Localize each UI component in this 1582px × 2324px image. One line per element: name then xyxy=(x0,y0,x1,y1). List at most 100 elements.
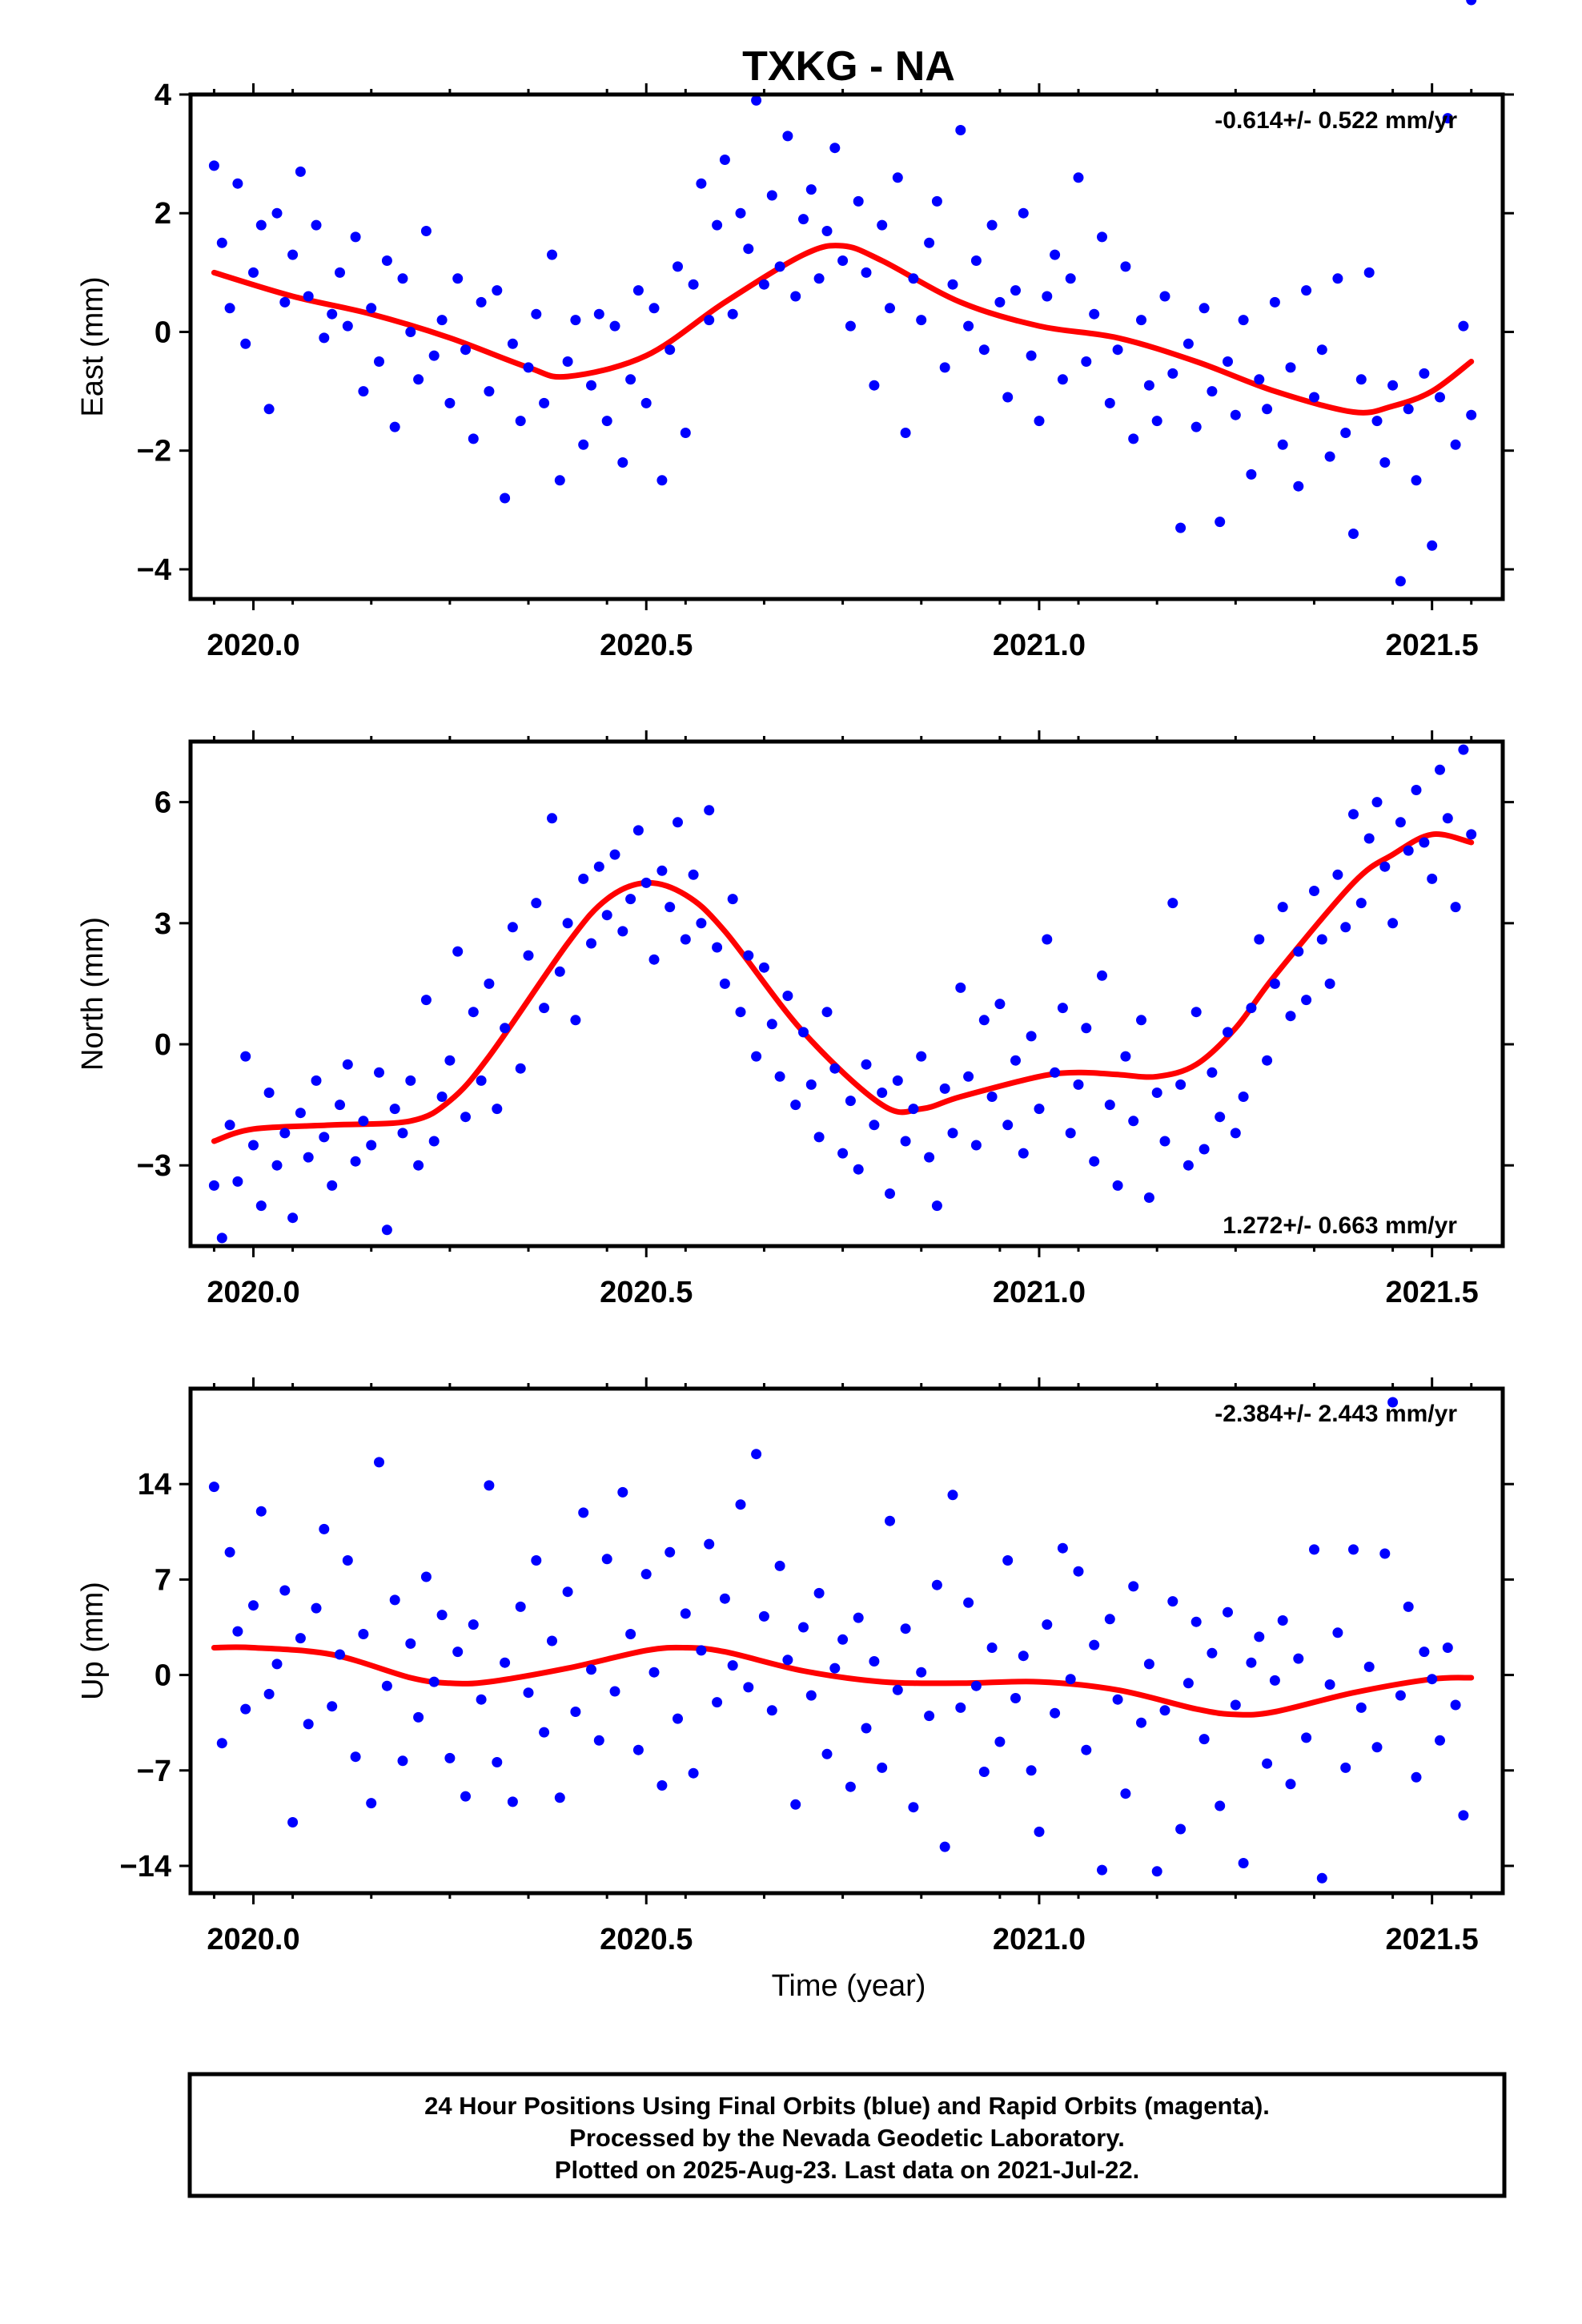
up-data-point xyxy=(405,1638,416,1649)
up-data-point xyxy=(1207,1647,1218,1659)
north-data-point xyxy=(774,1071,785,1082)
north-rate-label: 1.272+/- 0.663 mm/yr xyxy=(1223,1212,1457,1239)
east-x-tick-label: 2021.5 xyxy=(1386,629,1479,662)
east-data-point xyxy=(389,421,400,432)
east-data-point xyxy=(1395,576,1406,587)
north-data-point xyxy=(248,1140,259,1151)
up-data-point xyxy=(1355,1702,1367,1713)
east-data-point xyxy=(1348,529,1359,539)
north-plot-frame xyxy=(188,739,1505,1248)
up-data-point xyxy=(1419,1647,1430,1658)
up-data-point xyxy=(255,1506,267,1517)
east-data-point xyxy=(1128,433,1139,444)
up-y-tick-label: 7 xyxy=(155,1563,171,1597)
up-data-point xyxy=(1466,0,1477,6)
east-data-point xyxy=(578,439,589,450)
up-data-point xyxy=(625,1629,636,1639)
north-data-point xyxy=(374,1067,384,1078)
north-data-point xyxy=(640,877,652,888)
east-data-point xyxy=(255,219,267,231)
east-data-point xyxy=(1254,374,1265,385)
east-data-point xyxy=(955,125,966,135)
east-data-point xyxy=(1411,475,1422,486)
up-data-point xyxy=(1285,1779,1296,1790)
north-data-point xyxy=(978,1015,990,1026)
north-data-point xyxy=(601,910,612,921)
north-data-point xyxy=(688,869,699,880)
east-data-point xyxy=(1246,468,1257,480)
up-data-point xyxy=(798,1622,809,1633)
up-data-point xyxy=(861,1723,872,1734)
north-data-point xyxy=(1435,764,1445,775)
east-data-point xyxy=(1182,338,1194,349)
up-data-point xyxy=(1128,1581,1139,1592)
east-data-point xyxy=(335,267,345,278)
north-data-point xyxy=(1301,995,1312,1006)
east-data-point xyxy=(978,344,990,356)
north-data-point xyxy=(1182,1160,1194,1171)
up-data-point xyxy=(208,1482,219,1493)
east-data-point xyxy=(1355,374,1367,385)
east-data-point xyxy=(617,457,628,468)
up-data-point xyxy=(696,1645,707,1656)
east-data-point xyxy=(405,327,416,337)
north-data-point xyxy=(1136,1015,1146,1026)
up-data-point xyxy=(986,1642,998,1653)
up-data-point xyxy=(531,1555,542,1566)
north-data-point xyxy=(539,1003,550,1014)
north-data-point xyxy=(1010,1055,1021,1066)
up-data-point xyxy=(1182,1678,1194,1689)
up-data-point xyxy=(1199,1734,1210,1745)
north-data-point xyxy=(798,1027,809,1038)
up-data-point xyxy=(892,1684,903,1695)
east-data-point xyxy=(248,267,259,278)
north-data-point xyxy=(955,982,966,993)
up-data-point xyxy=(1387,1397,1399,1408)
north-data-point xyxy=(413,1160,424,1171)
north-data-point xyxy=(632,825,644,836)
up-data-point xyxy=(939,1841,950,1852)
up-data-point xyxy=(727,1660,738,1671)
up-data-point xyxy=(1026,1765,1037,1776)
up-data-point xyxy=(1363,1661,1375,1672)
north-data-point xyxy=(350,1156,361,1167)
east-data-point xyxy=(625,374,636,385)
north-data-point xyxy=(1175,1079,1186,1090)
up-data-point xyxy=(1371,1742,1383,1753)
up-data-point xyxy=(1435,1735,1445,1746)
east-data-point xyxy=(428,350,440,361)
north-data-point xyxy=(1466,829,1477,840)
up-data-point xyxy=(1230,1699,1241,1711)
north-data-point xyxy=(578,873,589,884)
east-data-point xyxy=(1018,207,1029,219)
north-data-point xyxy=(1309,886,1319,896)
east-data-point xyxy=(216,237,227,248)
up-data-point xyxy=(1309,1544,1319,1555)
north-x-tick-label: 2020.0 xyxy=(207,1276,299,1309)
up-data-point xyxy=(374,1457,384,1468)
east-fit-layer xyxy=(211,243,1475,416)
east-data-point xyxy=(885,303,895,314)
north-data-point xyxy=(963,1071,974,1082)
east-data-point xyxy=(1379,457,1391,468)
east-data-point xyxy=(1363,267,1375,278)
up-data-point xyxy=(1238,1858,1249,1868)
north-data-point xyxy=(279,1128,291,1139)
north-data-point xyxy=(1371,797,1383,808)
up-data-point xyxy=(1120,1788,1131,1799)
north-data-point xyxy=(1104,1100,1115,1111)
up-data-point xyxy=(389,1594,400,1606)
east-plot-frame xyxy=(188,92,1505,601)
up-data-point xyxy=(601,1554,612,1565)
up-data-point xyxy=(1411,1771,1422,1783)
up-y-tick-label: −7 xyxy=(137,1755,171,1788)
north-data-point xyxy=(1223,1027,1233,1038)
up-data-point xyxy=(743,1682,754,1693)
up-data-point xyxy=(782,1655,793,1666)
east-data-point xyxy=(444,397,456,408)
up-y-axis-label: Up (mm) xyxy=(76,1582,110,1700)
north-data-point xyxy=(924,1152,935,1163)
up-data-point xyxy=(1450,1699,1461,1711)
north-data-point xyxy=(1246,1003,1257,1014)
north-data-point xyxy=(428,1136,440,1147)
